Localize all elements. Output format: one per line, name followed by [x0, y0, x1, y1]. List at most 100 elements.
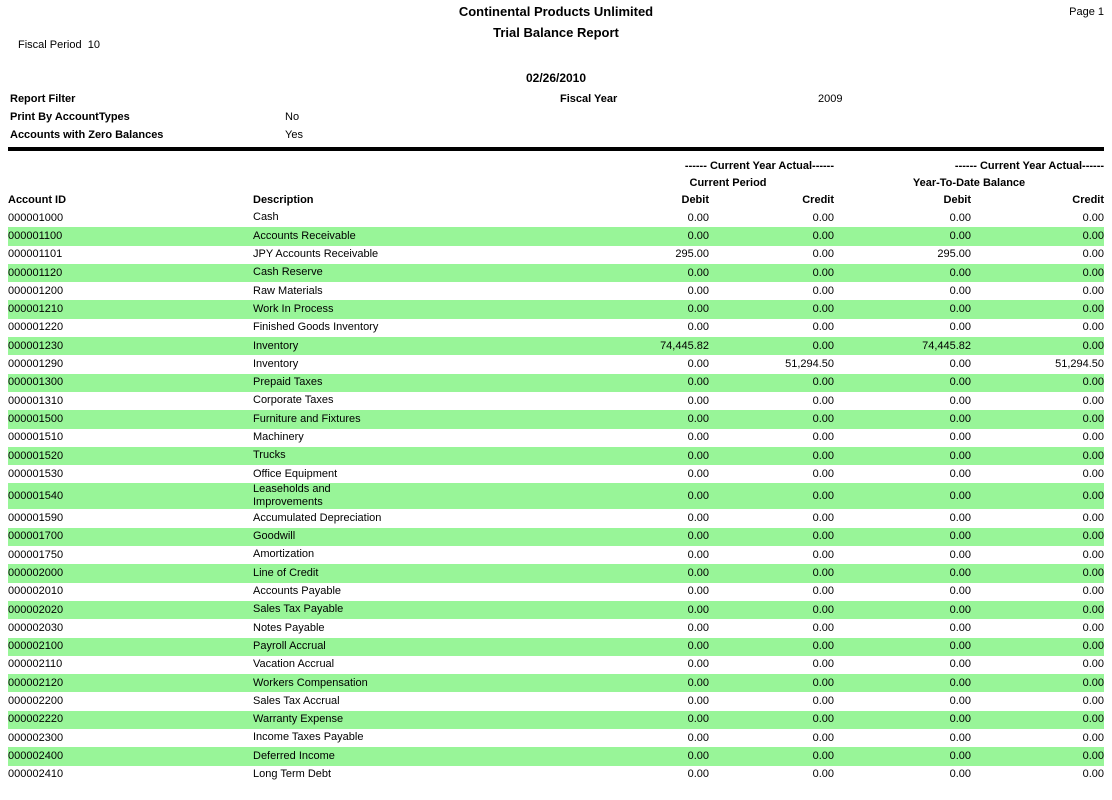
table-row[interactable]: 000001700 Goodwill 0.00 0.00 0.00 0.00: [8, 527, 1105, 547]
cell-debit-current: 0.00: [687, 394, 709, 407]
description-text: Trucks: [253, 449, 286, 462]
description-text: Inventory: [253, 339, 299, 352]
cell-description: Amortization: [253, 546, 622, 564]
cell-debit-ytd: 0.00: [834, 483, 972, 510]
table-row[interactable]: 000001590 Accumulated Depreciation 0.00 0.0…: [8, 509, 1104, 527]
table-row[interactable]: 000001540 Leaseholds and Improvements 0.00…: [8, 483, 1105, 510]
group-header-row: ------ Current Year Actual------ ------ …: [8, 158, 1104, 175]
table-row[interactable]: 000001230 Inventory 74,445.82 0.00 74,445.82…: [8, 337, 1105, 356]
cell-account-id: 000001590: [8, 512, 64, 525]
cell-credit-current: 0.00: [709, 564, 835, 583]
table-row[interactable]: 000001750 Amortization 0.00 0.00 0.00 0.00: [8, 546, 1104, 564]
filter-zero-balances-label: Accounts with Zero Balances: [10, 129, 164, 141]
cell-credit-current: 0.00: [812, 548, 835, 561]
cell-debit-ytd: 0.00: [949, 621, 972, 634]
cell-credit-ytd: 0.00: [971, 227, 1105, 246]
table-row[interactable]: 000002200 Sales Tax Accrual 0.00 0.00 0.00 0.…: [8, 692, 1104, 710]
table-row[interactable]: 000001520 Trucks 0.00 0.00 0.00 0.00: [8, 446, 1105, 466]
cell-account-id: 000001290: [8, 358, 64, 371]
cell-credit-ytd: 51,294.50: [1055, 358, 1105, 371]
table-row[interactable]: 000002020 Sales Tax Payable 0.00 0.00 0.00 0.…: [8, 600, 1105, 620]
table-row[interactable]: 000001200 Raw Materials 0.00 0.00 0.00 0.00: [8, 282, 1104, 300]
cell-debit-ytd: 295.00: [937, 248, 972, 261]
table-row[interactable]: 000001220 Finished Goods Inventory 0.00 0.0…: [8, 319, 1104, 337]
table-row[interactable]: 000001300 Prepaid Taxes 0.00 0.00 0.00 0.00: [8, 373, 1105, 392]
cell-debit-current: 0.00: [622, 527, 709, 547]
table-row[interactable]: 000001000 Cash 0.00 0.00 0.00 0.00: [8, 209, 1104, 227]
table-row[interactable]: 000002220 Warranty Expense 0.00 0.00 0.00 0.0…: [8, 710, 1105, 730]
cell-credit-ytd: 0.00: [971, 300, 1105, 319]
cell-debit-ytd: 0.00: [949, 512, 972, 525]
description-text: Workers Compensation: [253, 676, 368, 689]
cell-description: Trucks: [253, 446, 622, 466]
description-text: Notes Payable: [253, 621, 325, 634]
cell-debit-current: 0.00: [622, 600, 709, 620]
cell-debit-ytd: 0.00: [949, 321, 972, 334]
report-date: 02/26/2010: [525, 71, 587, 85]
table-row[interactable]: 000001290 Inventory 0.00 51,294.50 0.00 51,29…: [8, 355, 1104, 373]
description-text: Corporate Taxes: [253, 394, 334, 407]
cell-credit-ytd: 0.00: [971, 337, 1105, 356]
table-row[interactable]: 000001210 Work In Process 0.00 0.00 0.00 0.00: [8, 300, 1105, 319]
cell-credit-ytd: 0.00: [971, 674, 1105, 693]
sub-header-spacer: [8, 175, 622, 192]
cell-credit-ytd: 0.00: [1082, 248, 1105, 261]
cell-description: Sales Tax Payable: [253, 600, 622, 620]
cell-description: Cash Reserve: [253, 263, 622, 283]
cell-debit-ytd: 0.00: [834, 373, 972, 392]
cell-credit-ytd: 0.00: [971, 527, 1105, 547]
table-row[interactable]: 000001510 Machinery 0.00 0.00 0.00 0.00: [8, 429, 1104, 447]
cell-account-id: 000002030: [8, 621, 64, 634]
cell-account-id: 000001300: [8, 373, 253, 392]
cell-credit-ytd: 0.00: [1082, 548, 1105, 561]
table-row[interactable]: 000002300 Income Taxes Payable 0.00 0.00 0.0…: [8, 729, 1104, 747]
description-text: Prepaid Taxes: [253, 376, 323, 389]
description-text: Machinery: [253, 431, 304, 443]
cell-description: Furniture and Fixtures: [253, 410, 622, 429]
table-row[interactable]: 000002120 Workers Compensation 0.00 0.00 0.0…: [8, 674, 1105, 693]
cell-credit-current: 51,294.50: [785, 358, 835, 371]
cell-account-id: 000002220: [8, 710, 253, 730]
cell-description: Prepaid Taxes: [253, 373, 622, 392]
table-row[interactable]: 000002410 Long Term Debt 0.00 0.00 0.00 0.00: [8, 766, 1104, 784]
cell-credit-ytd: 0.00: [1082, 431, 1105, 444]
cell-credit-ytd: 0.00: [1082, 321, 1105, 334]
cell-credit-current: 0.00: [812, 512, 835, 525]
cell-credit-current: 0.00: [709, 446, 835, 466]
filter-print-by-account-types-value: No: [285, 111, 300, 123]
table-row[interactable]: 000002110 Vacation Accrual 0.00 0.00 0.00 0.0…: [8, 656, 1104, 674]
table-row[interactable]: 000002010 Accounts Payable 0.00 0.00 0.00 0.0…: [8, 583, 1104, 601]
description-text: Office Equipment: [253, 467, 338, 480]
table-row[interactable]: 000001101 JPY Accounts Receivable 295.00 0.…: [8, 246, 1104, 264]
cell-debit-ytd: 0.00: [949, 768, 972, 781]
cell-debit-current: 0.00: [622, 710, 709, 730]
cell-credit-current: 0.00: [812, 248, 835, 261]
cell-debit-current: 0.00: [687, 658, 709, 671]
cell-debit-ytd: 0.00: [834, 446, 972, 466]
cell-credit-current: 0.00: [709, 227, 835, 246]
cell-credit-ytd: 0.00: [1082, 658, 1105, 671]
cell-debit-current: 0.00: [622, 373, 709, 392]
cell-debit-current: 0.00: [622, 410, 709, 429]
table-row[interactable]: 000002000 Line of Credit 0.00 0.00 0.00 0.00: [8, 564, 1105, 583]
column-header-debit-current: Debit: [681, 194, 710, 206]
table-row[interactable]: 000001100 Accounts Receivable 0.00 0.00 0.00…: [8, 227, 1105, 246]
table-row[interactable]: 000002100 Payroll Accrual 0.00 0.00 0.00 0.00: [8, 637, 1105, 656]
table-row[interactable]: 000002030 Notes Payable 0.00 0.00 0.00 0.00: [8, 619, 1104, 637]
cell-debit-current: 74,445.82: [622, 337, 709, 356]
table-row[interactable]: 000001530 Office Equipment 0.00 0.00 0.00 0.0…: [8, 465, 1104, 483]
description-text: Line of Credit: [253, 566, 319, 579]
table-row[interactable]: 000002400 Deferred Income 0.00 0.00 0.00 0.00: [8, 747, 1105, 766]
table-row[interactable]: 000001500 Furniture and Fixtures 0.00 0.00 0…: [8, 410, 1105, 429]
cell-credit-ytd: 0.00: [971, 483, 1105, 510]
cell-credit-ytd: 0.00: [1082, 621, 1105, 634]
description-text: Inventory: [253, 357, 299, 370]
table-row[interactable]: 000001310 Corporate Taxes 0.00 0.00 0.00 0.00: [8, 392, 1104, 410]
cell-credit-current: 0.00: [709, 483, 835, 510]
description-text: Deferred Income: [253, 749, 335, 762]
company-name: Continental Products Unlimited: [458, 4, 654, 19]
cell-credit-ytd: 0.00: [1082, 768, 1105, 781]
table-row[interactable]: 000001120 Cash Reserve 0.00 0.00 0.00 0.00: [8, 263, 1105, 283]
cell-debit-current: 0.00: [622, 674, 709, 693]
